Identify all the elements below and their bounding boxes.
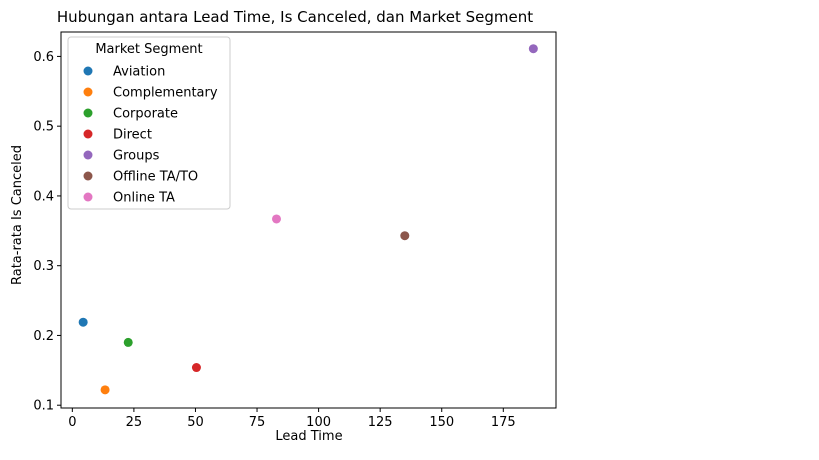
x-axis-label: Lead Time bbox=[275, 429, 342, 444]
y-tick-label: 0.5 bbox=[33, 120, 54, 135]
data-point-aviation bbox=[78, 317, 88, 327]
data-point-offline-ta-to bbox=[400, 231, 410, 241]
data-points bbox=[78, 44, 538, 395]
data-point-direct bbox=[191, 363, 201, 373]
legend-marker-offline-ta-to bbox=[83, 171, 93, 181]
legend-label-direct: Direct bbox=[113, 128, 152, 143]
x-axis: 0 25 50 75 100 125 150 175 bbox=[68, 408, 516, 430]
x-tick-label: 175 bbox=[491, 415, 516, 430]
x-tick-label: 0 bbox=[68, 415, 76, 430]
legend-label-complementary: Complementary bbox=[113, 86, 218, 101]
x-tick-label: 100 bbox=[306, 415, 331, 430]
y-tick-label: 0.2 bbox=[33, 329, 54, 344]
data-point-online-ta bbox=[271, 214, 281, 224]
legend-marker-groups bbox=[83, 150, 93, 160]
legend-label-online-ta: Online TA bbox=[113, 191, 175, 206]
x-tick-label: 125 bbox=[368, 415, 393, 430]
data-point-groups bbox=[528, 44, 538, 54]
legend-label-corporate: Corporate bbox=[113, 107, 178, 122]
legend-entries: Aviation Complementary Corporate Direct Grou… bbox=[83, 65, 218, 206]
x-tick-label: 150 bbox=[429, 415, 454, 430]
legend-label-aviation: Aviation bbox=[113, 65, 165, 80]
legend-marker-online-ta bbox=[83, 192, 93, 202]
legend-label-groups: Groups bbox=[113, 149, 160, 164]
chart-title: Hubungan antara Lead Time, Is Canceled, … bbox=[57, 8, 533, 26]
y-tick-label: 0.6 bbox=[33, 50, 54, 65]
data-point-corporate bbox=[123, 337, 133, 347]
y-tick-label: 0.4 bbox=[33, 189, 54, 204]
legend-frame bbox=[67, 36, 231, 210]
plot-frame bbox=[60, 31, 557, 409]
legend-label-offline-ta-to: Offline TA/TO bbox=[113, 170, 198, 185]
legend-marker-corporate bbox=[83, 108, 93, 118]
legend: Market Segment Aviation Complementary Corp… bbox=[67, 36, 231, 210]
x-tick-label: 75 bbox=[249, 415, 266, 430]
x-tick-label: 25 bbox=[126, 415, 143, 430]
y-axis-label: Rata-rata Is Canceled bbox=[10, 145, 25, 285]
y-tick-label: 0.1 bbox=[33, 399, 54, 414]
legend-marker-aviation bbox=[83, 66, 93, 76]
data-point-complementary bbox=[100, 385, 110, 395]
legend-marker-direct bbox=[83, 129, 93, 139]
legend-marker-complementary bbox=[83, 87, 93, 97]
y-tick-label: 0.3 bbox=[33, 259, 54, 274]
x-tick-label: 50 bbox=[187, 415, 204, 430]
y-axis: 0.1 0.2 0.3 0.4 0.5 0.6 bbox=[33, 50, 61, 414]
legend-title: Market Segment bbox=[95, 42, 202, 57]
